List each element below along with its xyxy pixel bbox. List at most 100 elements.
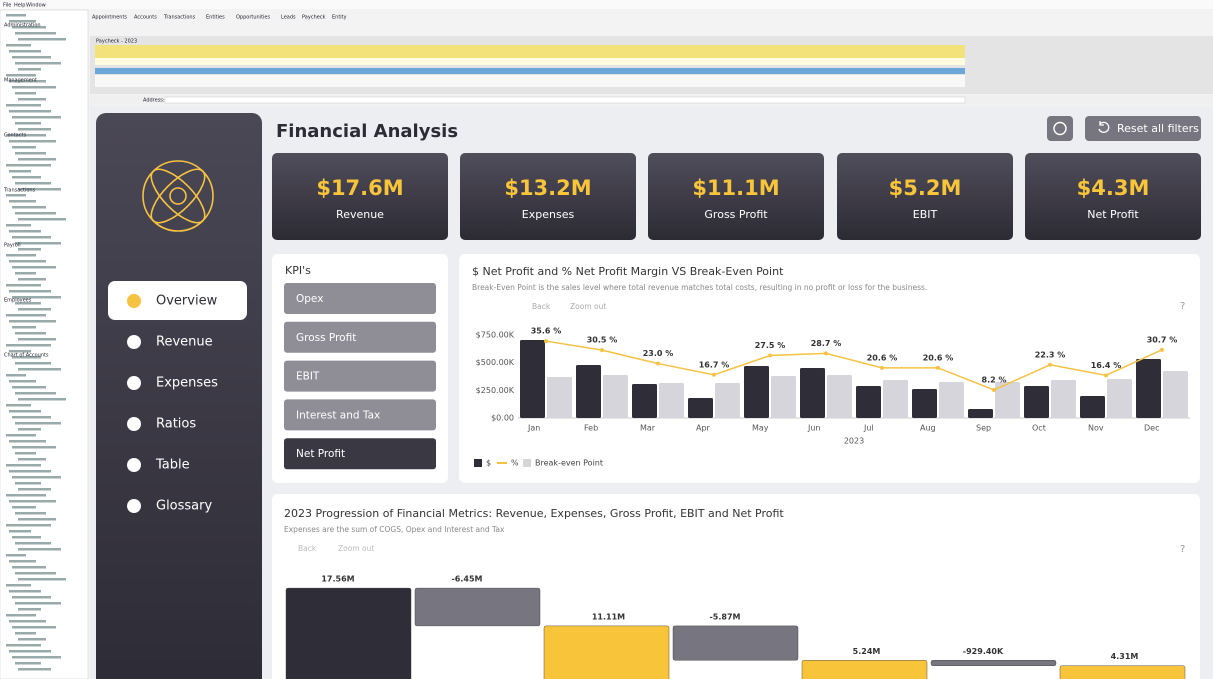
kpi-value: $11.1M [692, 176, 779, 200]
tree-row [18, 548, 61, 551]
tree-row [15, 572, 56, 575]
tree-row [6, 524, 51, 527]
tree-row [18, 128, 51, 131]
x-tick-label: Apr [696, 424, 711, 433]
kpi-option[interactable] [284, 399, 436, 431]
tree-item[interactable]: Transactions [3, 188, 36, 194]
nav-item[interactable]: Overview [156, 294, 218, 309]
tree-row [6, 404, 31, 407]
nav-icon [127, 417, 141, 431]
tab[interactable]: Accounts [134, 15, 157, 21]
tree-row [12, 326, 36, 329]
bar [1080, 395, 1105, 418]
tree-row [15, 422, 61, 425]
tree-row [15, 332, 46, 335]
help-icon[interactable]: ? [1180, 301, 1185, 312]
tree-item[interactable]: Chart of Accounts [4, 353, 49, 359]
nav-item[interactable]: Table [155, 458, 190, 473]
kpi-label: Revenue [336, 208, 384, 221]
line-point [936, 365, 940, 370]
kpi-value: $13.2M [504, 176, 591, 200]
tree-row [18, 248, 41, 251]
tree-row [12, 146, 36, 149]
x-tick-label: Jul [863, 424, 874, 433]
toolbar-button[interactable]: Zoom out [338, 544, 374, 553]
chart-title: 2023 Progression of Financial Metrics: R… [284, 507, 784, 520]
tab[interactable]: Entities [206, 15, 225, 21]
nav-active[interactable] [108, 281, 247, 320]
chart-title: $ Net Profit and % Net Profit Margin VS … [472, 265, 784, 278]
line-point [656, 361, 660, 366]
nav-item[interactable]: Ratios [156, 417, 196, 432]
tree-row [15, 512, 46, 515]
tree-row [6, 224, 31, 227]
y-tick-label: $0.00 [491, 414, 514, 423]
legend-swatch [523, 459, 531, 467]
tree-row [9, 20, 36, 23]
tree-row [9, 110, 51, 113]
bar [800, 367, 825, 418]
data-label: 8.2 % [982, 375, 1007, 384]
x-tick-label: Sep [976, 424, 991, 433]
tree-item[interactable]: Management [4, 78, 37, 84]
tree-row [15, 632, 36, 635]
reset-label: Reset all filters [1117, 122, 1199, 135]
tree-item[interactable]: Payroll [4, 243, 21, 249]
kpi-option[interactable] [284, 360, 436, 392]
data-label: 27.5 % [755, 341, 786, 350]
kpi-option-label: Net Profit [296, 448, 345, 460]
nav-item[interactable]: Expenses [156, 376, 218, 391]
kpi-option[interactable] [284, 321, 436, 353]
kpi-label: Net Profit [1087, 208, 1139, 221]
data-label: 16.7 % [699, 360, 730, 369]
legend-swatch [474, 459, 482, 467]
tree-row [9, 80, 46, 83]
help-icon[interactable]: ? [1180, 544, 1185, 555]
tree-item[interactable]: Contacts [4, 133, 26, 139]
data-label: 11.11M [592, 612, 625, 621]
tab[interactable]: Opportunities [236, 15, 271, 21]
chart-subtitle: Break-Even Point is the sales level wher… [472, 283, 927, 292]
nav-item[interactable]: Glossary [156, 499, 212, 514]
address-input[interactable] [164, 96, 966, 104]
tree-row [9, 530, 31, 533]
tree-row [9, 230, 41, 233]
tab[interactable]: Paycheck [302, 15, 326, 21]
tree-row [12, 626, 56, 629]
reset-button[interactable] [1085, 116, 1201, 141]
kpi-option[interactable] [284, 283, 436, 314]
menu-item[interactable]: Help [14, 3, 25, 9]
legend-label[interactable]: $ [486, 459, 491, 468]
tab[interactable]: Transactions [163, 15, 196, 21]
legend-label[interactable]: % [511, 459, 519, 468]
toolbar-button[interactable]: Zoom out [570, 302, 606, 311]
tree-row [6, 554, 26, 557]
toolbar-button[interactable]: Back [532, 302, 551, 311]
data-label: 22.3 % [1035, 350, 1066, 359]
tree-row [18, 488, 51, 491]
info-button[interactable] [1047, 116, 1073, 141]
tab[interactable]: Appointments [92, 15, 127, 21]
tree-row [18, 338, 56, 341]
grid-title: Paycheck - 2023 [96, 39, 137, 45]
tree-row [12, 206, 46, 209]
kpi-option[interactable] [284, 438, 436, 470]
tab[interactable]: Entity [332, 15, 347, 21]
menu-item[interactable]: File [3, 3, 11, 9]
tab[interactable]: Leads [281, 15, 296, 21]
tree-row [12, 116, 61, 119]
tree-item[interactable]: Employees [4, 298, 32, 304]
menu-item[interactable]: Window [26, 3, 46, 9]
bar [771, 375, 796, 418]
tree-row [9, 140, 56, 143]
x-tick-label: Jun [807, 424, 821, 433]
tree-row [6, 74, 36, 77]
tree-row [6, 584, 31, 587]
nav-item[interactable]: Revenue [156, 335, 213, 350]
data-label: -6.45M [451, 575, 482, 584]
tree-item[interactable]: Administration [4, 23, 41, 29]
legend-label[interactable]: Break-even Point [535, 459, 603, 468]
bar [547, 377, 572, 418]
tree-row [6, 464, 41, 467]
toolbar-button[interactable]: Back [298, 544, 317, 553]
